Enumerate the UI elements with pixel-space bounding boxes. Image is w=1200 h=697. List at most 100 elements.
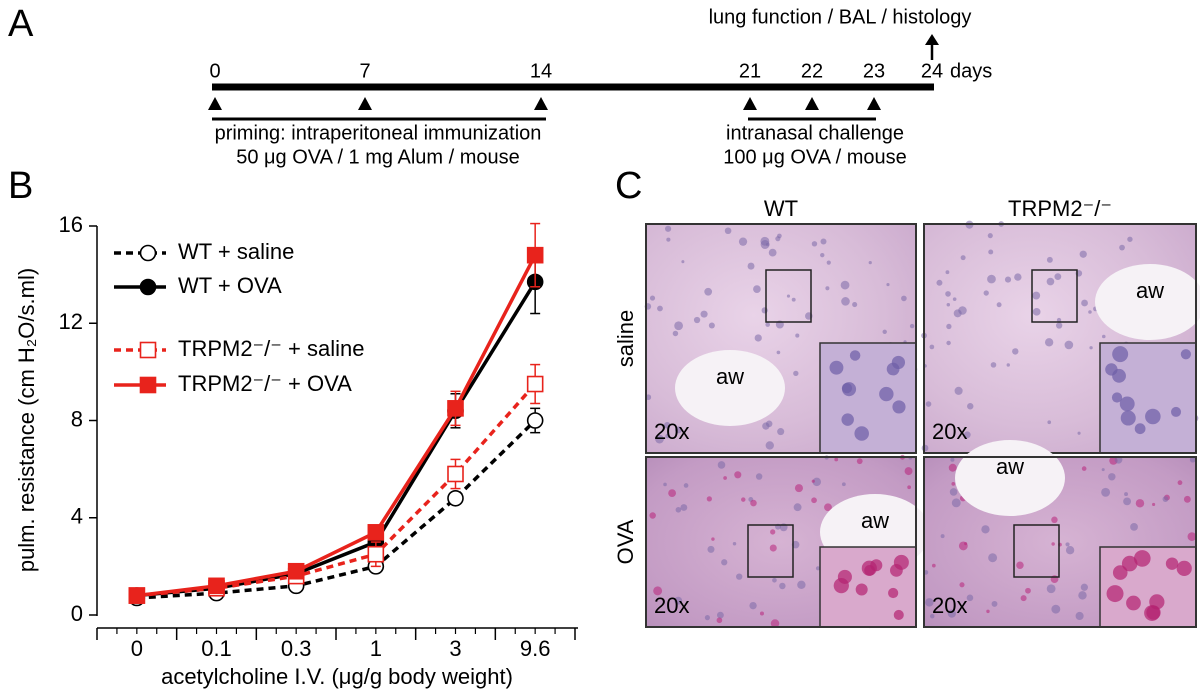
cell xyxy=(765,322,770,327)
legend-label: TRPM2⁻/⁻ + saline xyxy=(178,336,364,361)
cell xyxy=(750,499,757,507)
cell xyxy=(732,542,737,546)
cell xyxy=(1032,307,1041,316)
cell xyxy=(820,238,827,245)
cell xyxy=(952,297,957,301)
row-label: OVA xyxy=(613,519,638,564)
cell xyxy=(812,477,822,487)
cell xyxy=(929,613,935,619)
cell xyxy=(947,609,956,618)
cell xyxy=(755,473,763,480)
inset-cell xyxy=(854,426,869,441)
cell xyxy=(820,252,825,258)
micrograph-border xyxy=(645,456,917,628)
series-line xyxy=(136,382,537,598)
cell xyxy=(680,504,688,511)
cell xyxy=(958,541,968,551)
cell xyxy=(649,512,656,519)
cell xyxy=(721,559,728,566)
y-tick-label: 4 xyxy=(71,504,83,529)
cell xyxy=(826,260,831,265)
cell xyxy=(716,617,723,624)
data-point xyxy=(128,587,146,604)
cell xyxy=(795,333,800,338)
inset-cell xyxy=(1112,565,1128,580)
cell xyxy=(1012,348,1019,355)
data-point xyxy=(367,524,385,541)
cell xyxy=(761,307,768,314)
cell xyxy=(959,582,965,588)
inset-box xyxy=(1031,269,1078,323)
cell xyxy=(775,236,781,242)
cell xyxy=(736,573,743,580)
legend-label: WT + saline xyxy=(178,239,294,264)
panel-label: A xyxy=(8,3,34,45)
cell xyxy=(954,386,963,395)
cell xyxy=(1089,346,1093,350)
cell xyxy=(668,489,676,497)
cell xyxy=(1152,502,1156,507)
cell xyxy=(1016,561,1024,569)
cell xyxy=(811,497,817,504)
inset-cell xyxy=(1126,595,1141,611)
day-marker xyxy=(867,97,881,110)
data-point xyxy=(287,562,305,580)
cell xyxy=(1051,542,1055,546)
day-label: 0 xyxy=(209,60,220,82)
legend-label: WT + OVA xyxy=(178,273,282,298)
cell xyxy=(1183,495,1191,503)
cell xyxy=(759,611,764,616)
cell xyxy=(753,285,761,293)
cell xyxy=(1189,456,1196,463)
cell xyxy=(925,598,934,607)
legend-label: TRPM2⁻/⁻ + OVA xyxy=(178,371,352,396)
cell xyxy=(1079,250,1087,258)
day-marker xyxy=(805,97,819,110)
cell xyxy=(1078,591,1087,600)
cell xyxy=(769,544,777,552)
cell xyxy=(991,600,998,607)
cell xyxy=(987,274,996,284)
cell xyxy=(706,496,712,502)
cell xyxy=(852,301,858,308)
cell xyxy=(1054,273,1062,281)
inset-cell xyxy=(849,350,861,361)
cell xyxy=(986,609,990,614)
cell xyxy=(760,236,770,246)
cell xyxy=(793,503,802,512)
cell xyxy=(990,362,997,368)
cell xyxy=(882,329,887,334)
cell xyxy=(967,403,974,410)
inset-cell xyxy=(841,382,853,394)
cell xyxy=(741,497,746,502)
cell xyxy=(945,270,950,275)
endpoint-arrowhead xyxy=(925,34,939,45)
airway-lumen xyxy=(675,350,785,426)
cell xyxy=(738,237,748,246)
cell xyxy=(653,586,663,596)
cell xyxy=(1081,299,1088,307)
data-point xyxy=(447,489,464,507)
cell xyxy=(734,471,742,479)
cell xyxy=(987,233,993,239)
series xyxy=(128,363,544,604)
inset-cell xyxy=(1176,560,1192,576)
cell xyxy=(1123,497,1132,506)
day-label: 23 xyxy=(863,60,885,82)
data-point xyxy=(526,246,544,264)
cell xyxy=(940,534,945,539)
cell xyxy=(770,619,780,628)
inset-cell xyxy=(870,559,883,572)
cell xyxy=(674,321,683,331)
cell xyxy=(811,479,815,483)
cell xyxy=(904,467,913,476)
data-point xyxy=(526,375,544,393)
cell xyxy=(657,305,663,312)
cell xyxy=(793,370,799,377)
cell xyxy=(1044,338,1054,347)
cell xyxy=(949,488,958,496)
series xyxy=(128,407,544,607)
inset-cell xyxy=(1170,406,1182,417)
legend-marker xyxy=(139,244,157,262)
inset-cell xyxy=(893,609,904,620)
